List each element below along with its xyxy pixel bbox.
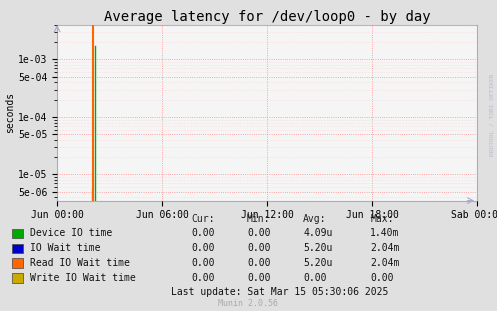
Text: Cur:: Cur: (191, 214, 215, 224)
Text: 0.00: 0.00 (191, 228, 215, 238)
Text: 0.00: 0.00 (370, 273, 394, 283)
Text: 2.04m: 2.04m (370, 258, 400, 268)
Text: Read IO Wait time: Read IO Wait time (30, 258, 130, 268)
Text: 5.20u: 5.20u (303, 258, 332, 268)
Text: Avg:: Avg: (303, 214, 327, 224)
Text: Last update: Sat Mar 15 05:30:06 2025: Last update: Sat Mar 15 05:30:06 2025 (171, 287, 389, 297)
Text: 2.04m: 2.04m (370, 243, 400, 253)
Text: Munin 2.0.56: Munin 2.0.56 (219, 299, 278, 308)
Text: 1.40m: 1.40m (370, 228, 400, 238)
Text: 5.20u: 5.20u (303, 243, 332, 253)
Text: Device IO time: Device IO time (30, 228, 112, 238)
Text: 0.00: 0.00 (191, 243, 215, 253)
Text: 0.00: 0.00 (247, 243, 270, 253)
Text: RRDTOOL / TOBI OETIKER: RRDTOOL / TOBI OETIKER (490, 74, 495, 156)
Text: IO Wait time: IO Wait time (30, 243, 100, 253)
Text: Min:: Min: (247, 214, 270, 224)
Text: 4.09u: 4.09u (303, 228, 332, 238)
Text: 0.00: 0.00 (191, 258, 215, 268)
Text: 0.00: 0.00 (303, 273, 327, 283)
Title: Average latency for /dev/loop0 - by day: Average latency for /dev/loop0 - by day (104, 10, 430, 24)
Text: 0.00: 0.00 (247, 258, 270, 268)
Text: Max:: Max: (370, 214, 394, 224)
Text: 0.00: 0.00 (191, 273, 215, 283)
Text: Write IO Wait time: Write IO Wait time (30, 273, 136, 283)
Text: 0.00: 0.00 (247, 228, 270, 238)
Y-axis label: seconds: seconds (5, 92, 15, 133)
Text: 0.00: 0.00 (247, 273, 270, 283)
